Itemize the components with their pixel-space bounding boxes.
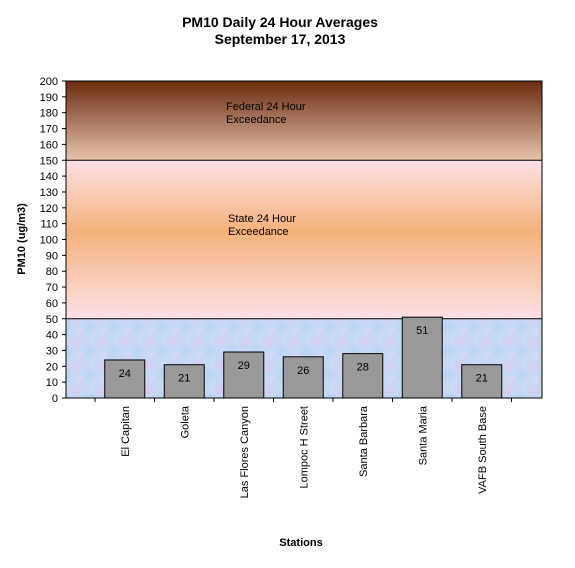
data-label: 26 — [297, 365, 309, 377]
data-label: 21 — [178, 373, 190, 385]
x-tick-label: Santa Barbara — [358, 405, 370, 477]
data-label: 21 — [476, 373, 488, 385]
band-label: Exceedance — [228, 226, 289, 238]
state-exceedance-band — [66, 160, 542, 319]
y-tick-label: 50 — [46, 314, 58, 326]
y-tick-label: 30 — [46, 345, 58, 357]
data-label: 28 — [357, 362, 369, 374]
band-label: Federal 24 Hour — [226, 101, 306, 113]
x-axis: El Capitan Goleta Las Flores Canyon Lompoc … — [94, 398, 512, 498]
y-tick-label: 190 — [40, 92, 58, 104]
data-label: 51 — [416, 325, 428, 337]
bar — [163, 364, 205, 399]
y-tick-label: 20 — [46, 361, 58, 373]
y-tick-label: 180 — [40, 108, 58, 120]
y-tick-label: 100 — [40, 235, 58, 247]
bar — [342, 353, 384, 399]
bar — [282, 356, 324, 399]
bar — [401, 316, 443, 399]
x-axis-title: Stations — [279, 537, 322, 549]
y-tick-label: 90 — [46, 250, 58, 262]
y-axis: 0 10 20 30 40 50 60 70 80 90 100 110 120 130 140 150 160… — [40, 76, 66, 405]
x-tick-label: El Capitan — [120, 406, 132, 457]
y-tick-label: 110 — [40, 219, 58, 231]
y-tick-label: 60 — [46, 298, 58, 310]
y-tick-label: 40 — [46, 330, 58, 342]
bars: 24 21 29 26 28 51 21 — [104, 316, 503, 399]
data-label: 29 — [238, 360, 250, 372]
y-tick-label: 170 — [40, 124, 58, 136]
bar — [104, 359, 146, 399]
x-tick-label: Lompoc H Street — [298, 406, 310, 489]
bar — [461, 364, 503, 399]
band-label: Exceedance — [226, 114, 287, 126]
x-tick-label: Goleta — [179, 405, 191, 438]
y-tick-label: 80 — [46, 266, 58, 278]
y-tick-label: 160 — [40, 139, 58, 151]
y-tick-label: 70 — [46, 282, 58, 294]
y-tick-label: 10 — [46, 377, 58, 389]
band-label: State 24 Hour — [228, 213, 296, 225]
x-tick-label: Las Flores Canyon — [239, 406, 251, 498]
x-tick-label: Santa Maria — [417, 405, 429, 465]
x-tick-label: VAFB South Base — [477, 406, 489, 494]
federal-exceedance-band — [66, 81, 542, 161]
y-tick-label: 130 — [40, 187, 58, 199]
y-tick-label: 0 — [52, 393, 58, 405]
data-label: 24 — [119, 368, 131, 380]
y-axis-title: PM10 (ug/m3) — [16, 203, 28, 275]
y-tick-label: 150 — [40, 155, 58, 167]
y-tick-label: 120 — [40, 203, 58, 215]
chart-title: PM10 Daily 24 Hour Averages — [182, 14, 378, 30]
y-tick-label: 200 — [40, 76, 58, 88]
chart-subtitle: September 17, 2013 — [215, 31, 346, 47]
y-tick-label: 140 — [40, 171, 58, 183]
bar — [223, 351, 265, 399]
